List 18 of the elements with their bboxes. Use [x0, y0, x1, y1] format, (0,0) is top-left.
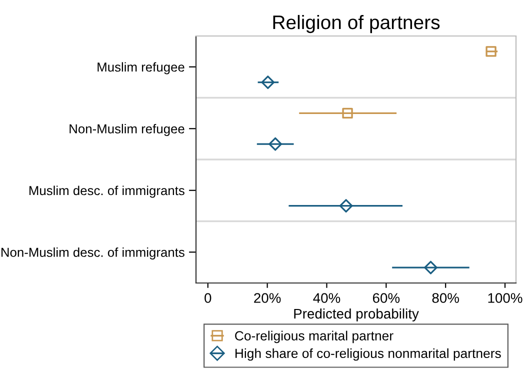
x-tick-label: 40%: [313, 293, 340, 303]
legend-label: High share of co-religious nonmarital partners: [235, 348, 501, 361]
y-tick-label: Non-Muslim desc. of immigrants: [1, 247, 184, 260]
x-tick-label: 80%: [432, 293, 459, 303]
y-tick-label: Muslim refugee: [98, 62, 184, 74]
point: [424, 260, 438, 274]
legend-label: Co-religious marital partner: [235, 330, 394, 344]
y-tick-label: Non-Muslim refugee: [70, 124, 184, 136]
x-tick-label: 0: [204, 293, 212, 303]
point: [339, 199, 353, 213]
point: [261, 76, 275, 90]
x-tick-label: 60%: [372, 293, 400, 303]
x-tick-label: 20%: [254, 293, 281, 303]
x-axis-title: Predicted probability: [294, 308, 419, 322]
point: [268, 137, 282, 151]
x-tick-label: 100%: [488, 293, 522, 303]
y-tick-label: Muslim desc. of immigrants: [29, 186, 184, 198]
chart-title: Religion of partners: [273, 14, 440, 34]
